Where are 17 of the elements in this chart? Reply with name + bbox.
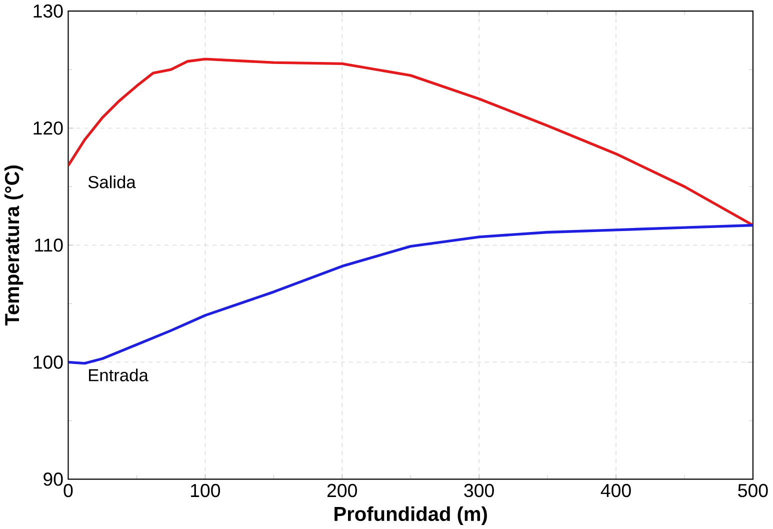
y-tick-label: 90 [44, 472, 63, 486]
x-tick-label: 200 [327, 484, 357, 497]
x-tick-label: 400 [600, 484, 631, 497]
x-axis-title: Profundidad (m) [334, 506, 487, 525]
x-tick-label: 0 [64, 484, 73, 497]
x-tick-label: 100 [190, 484, 220, 497]
y-tick-label: 100 [34, 355, 63, 369]
series-label: Salida [88, 175, 136, 188]
x-tick-label: 300 [464, 484, 494, 497]
line-series [68, 57, 753, 226]
line-series [68, 224, 753, 364]
y-tick-label: 110 [35, 238, 63, 252]
x-tick-label: 500 [738, 484, 768, 497]
series-label: Entrada [89, 368, 148, 382]
y-tick-label: 130 [34, 4, 63, 18]
y-tick-label: 120 [34, 121, 63, 134]
y-axis-title: Temperatura (°C) [4, 165, 24, 326]
